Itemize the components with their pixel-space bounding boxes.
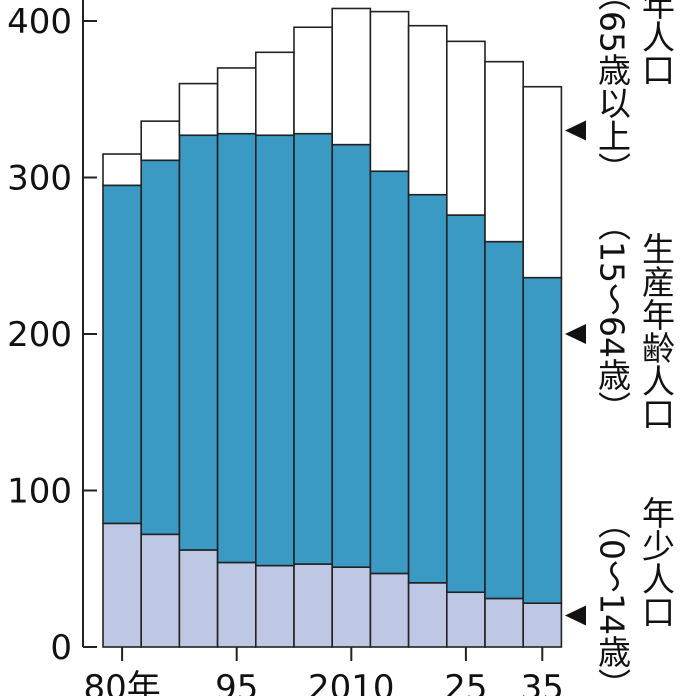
- bar-segment-series-1-2000: [255, 134, 295, 567]
- bar-segment-series-0-35: [522, 602, 563, 648]
- bar-segment-series-2-2010: [331, 7, 372, 146]
- legend-label-paren-2: （65歳以上）: [593, 0, 632, 185]
- bar-segment-series-2-25: [445, 40, 486, 216]
- bar-segment-series-1-05: [293, 132, 334, 565]
- bar-segment-series-2-20: [407, 24, 448, 196]
- legend-label-paren-0: （0〜14歳）: [593, 506, 632, 696]
- legend-group: 年少人口（0〜14歳） 生産年齢人口（15〜64歳） 老年人口（65歳以上）: [565, 0, 676, 696]
- bar-segment-series-0-20: [407, 582, 448, 648]
- bar-segment-series-0-2010: [331, 566, 372, 648]
- bar-segment-series-0-05: [293, 563, 334, 648]
- x-tick-label: 95: [215, 668, 258, 696]
- bar-segment-series-2-05: [293, 26, 334, 135]
- axes-group: 80年 95 2010 25 35: [82, 0, 564, 696]
- bar-segment-series-0-80年: [102, 522, 143, 648]
- y-tick-label: 400: [7, 2, 72, 42]
- bar-segment-series-1-90: [178, 134, 219, 551]
- tick-group: 0 100 200 300 400: [7, 2, 97, 668]
- bar-segment-series-2-15: [369, 10, 410, 173]
- legend-pointer-2: [565, 120, 586, 141]
- legend-label-2: 老年人口: [637, 0, 676, 86]
- bar-segment-series-1-85: [140, 159, 181, 536]
- bar-segment-series-0-25: [445, 591, 486, 648]
- bar-segment-series-1-35: [522, 276, 563, 604]
- bar-segment-series-1-95: [216, 132, 257, 564]
- bar-segment-series-1-30: [484, 240, 525, 600]
- x-tick-label: 35: [521, 668, 564, 696]
- y-tick-label: 0: [50, 628, 72, 668]
- bar-segment-series-1-2010: [331, 143, 372, 568]
- bar-segment-series-2-85: [140, 120, 181, 162]
- bar-segment-series-1-80年: [102, 184, 143, 525]
- bar-segment-series-1-20: [407, 193, 448, 584]
- bars-group: [102, 7, 563, 648]
- x-tick-label: 25: [444, 668, 487, 696]
- y-tick-label: 200: [7, 315, 72, 355]
- bar-segment-series-0-85: [140, 533, 181, 648]
- x-tick-label: 80年: [83, 668, 160, 696]
- bar-segment-series-0-95: [216, 561, 257, 648]
- bar-segment-series-2-35: [522, 85, 563, 279]
- bar-segment-series-0-30: [484, 597, 525, 648]
- bar-segment-series-0-2000: [255, 564, 295, 648]
- legend-pointer-0: [565, 605, 586, 626]
- y-tick-label: 100: [7, 472, 72, 512]
- bar-segment-series-1-25: [445, 214, 486, 594]
- y-tick-label: 300: [7, 159, 72, 199]
- bar-segment-series-2-80年: [102, 153, 143, 187]
- legend-label-0: 年少人口: [637, 496, 676, 628]
- bar-segment-series-2-30: [484, 60, 525, 243]
- legend-label-1: 生産年齢人口: [637, 232, 676, 430]
- legend-label-paren-1: （15〜64歳）: [593, 208, 632, 424]
- x-tick-label: 2010: [308, 668, 395, 696]
- bar-segment-series-2-90: [178, 82, 219, 137]
- legend-pointer-1: [565, 324, 586, 344]
- bar-segment-series-0-15: [369, 572, 410, 648]
- bar-segment-series-2-95: [216, 67, 257, 135]
- bar-segment-series-0-90: [178, 549, 219, 648]
- bar-segment-series-2-2000: [255, 51, 295, 137]
- bar-segment-series-1-15: [369, 170, 410, 575]
